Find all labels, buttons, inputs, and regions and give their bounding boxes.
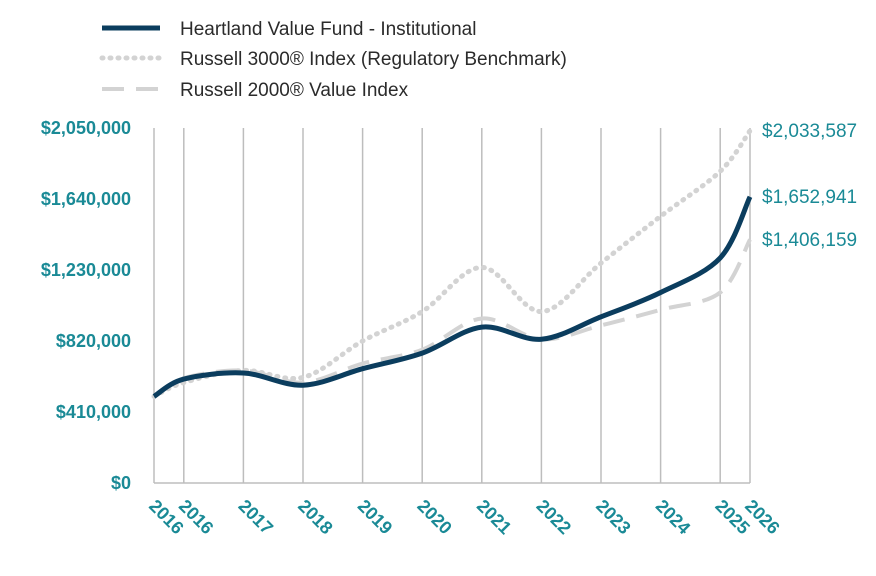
series-line-russell-2000-value	[152, 238, 752, 399]
y-tick-label-2: $820,000	[56, 331, 131, 351]
gridlines	[153, 128, 751, 484]
x-tick-label-4: 2019	[354, 496, 396, 538]
end-label-russell-2000-value: $1,406,159	[762, 230, 857, 251]
y-tick-label-5: $2,050,000	[41, 118, 131, 138]
legend: Heartland Value Fund - Institutional Rus…	[99, 19, 567, 101]
y-tick-label-3: $1,230,000	[41, 260, 131, 280]
series-lines	[151, 128, 753, 399]
x-tick-label-6: 2021	[473, 496, 515, 538]
legend-label-russell-3000: Russell 3000® Index (Regulatory Benchmar…	[180, 49, 567, 70]
x-tick-label-8: 2023	[592, 496, 634, 538]
end-labels: $1,652,941 $2,033,587 $1,406,159	[762, 121, 857, 251]
legend-item-russell-3000: Russell 3000® Index (Regulatory Benchmar…	[99, 49, 567, 70]
end-label-fund: $1,652,941	[762, 187, 857, 208]
y-axis: $0 $410,000 $820,000 $1,230,000 $1,640,000 $2…	[41, 118, 131, 493]
y-tick-label-1: $410,000	[56, 402, 131, 422]
x-tick-label-5: 2020	[413, 496, 455, 538]
series-line-fund	[152, 195, 753, 399]
x-tick-label-9: 2024	[652, 496, 694, 538]
legend-label-fund: Heartland Value Fund - Institutional	[180, 19, 476, 40]
x-tick-label-0: 2016	[145, 496, 187, 538]
legend-item-fund: Heartland Value Fund - Institutional	[102, 19, 476, 40]
end-label-russell-3000: $2,033,587	[762, 121, 857, 142]
x-tick-label-3: 2018	[294, 496, 336, 538]
y-tick-label-4: $1,640,000	[41, 189, 131, 209]
series-line-russell-3000	[151, 128, 753, 399]
legend-label-russell-2000-value: Russell 2000® Value Index	[180, 80, 409, 101]
x-tick-label-2: 2017	[235, 496, 277, 538]
legend-item-russell-2000-value: Russell 2000® Value Index	[102, 80, 409, 101]
y-tick-label-0: $0	[111, 473, 131, 493]
x-tick-label-7: 2022	[533, 496, 575, 538]
x-tick-label-10: 2025	[711, 496, 753, 538]
